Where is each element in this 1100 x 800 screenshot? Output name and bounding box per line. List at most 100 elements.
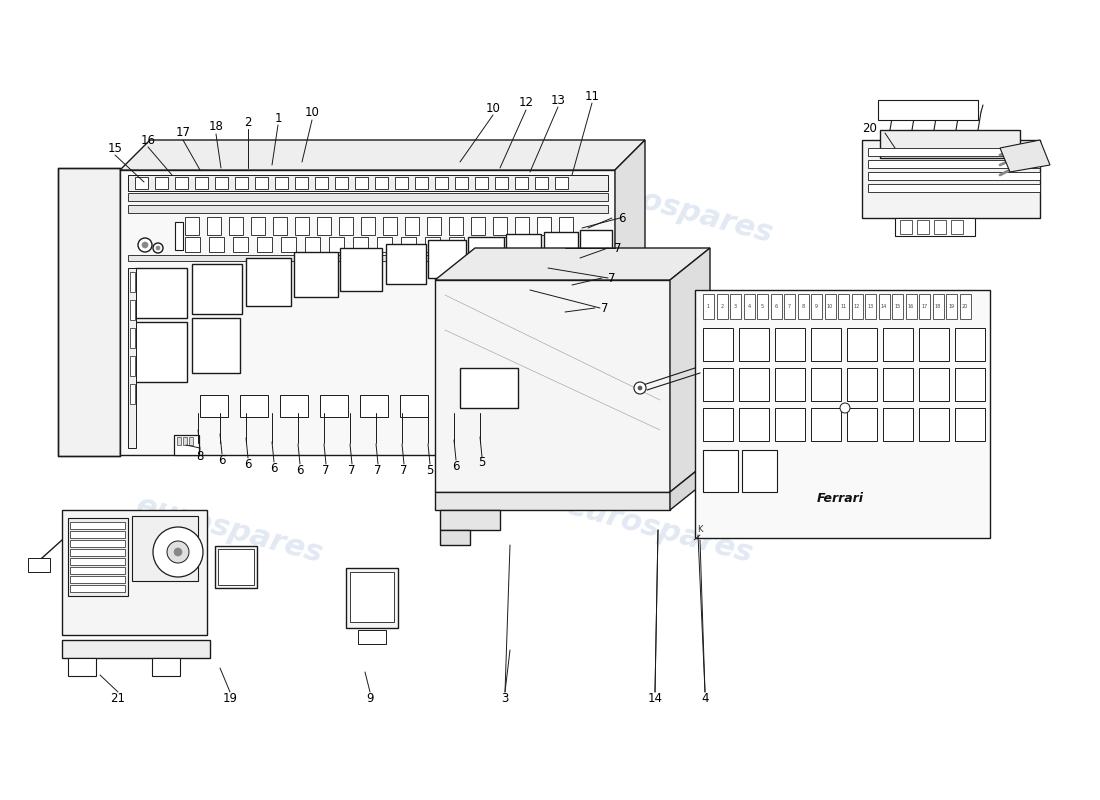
Bar: [895, 218, 975, 236]
Circle shape: [138, 238, 152, 252]
Bar: [358, 630, 386, 644]
Bar: [70, 540, 125, 547]
Bar: [879, 294, 890, 319]
Bar: [955, 408, 984, 441]
Bar: [739, 408, 769, 441]
Circle shape: [153, 527, 204, 577]
Text: 6: 6: [618, 211, 626, 225]
Bar: [742, 450, 777, 492]
Bar: [892, 294, 903, 319]
Bar: [952, 220, 962, 234]
Bar: [130, 356, 135, 376]
Bar: [716, 294, 727, 319]
Bar: [868, 148, 1040, 156]
Bar: [880, 130, 1020, 158]
Text: 11: 11: [584, 90, 600, 102]
Bar: [847, 328, 877, 361]
Bar: [402, 237, 416, 252]
Bar: [449, 237, 464, 252]
Bar: [132, 516, 198, 581]
Circle shape: [638, 386, 642, 390]
Polygon shape: [440, 510, 500, 530]
Bar: [811, 294, 822, 319]
Text: 20: 20: [961, 303, 968, 309]
Text: 7: 7: [788, 303, 791, 309]
Text: 7: 7: [322, 463, 330, 477]
Polygon shape: [120, 170, 615, 455]
Bar: [233, 237, 248, 252]
Bar: [305, 237, 320, 252]
Bar: [128, 175, 608, 191]
Bar: [386, 244, 426, 284]
Bar: [900, 220, 912, 234]
Bar: [959, 294, 970, 319]
Bar: [295, 217, 309, 235]
Bar: [70, 549, 125, 556]
Bar: [703, 408, 733, 441]
Bar: [246, 258, 292, 306]
Bar: [383, 217, 397, 235]
Bar: [192, 318, 240, 373]
Bar: [537, 217, 551, 235]
Bar: [360, 395, 388, 417]
Bar: [730, 294, 741, 319]
Text: 8: 8: [196, 450, 204, 462]
Bar: [955, 328, 984, 361]
Text: 2: 2: [720, 303, 724, 309]
Text: 16: 16: [141, 134, 155, 146]
Bar: [703, 328, 733, 361]
Bar: [868, 184, 1040, 192]
Bar: [280, 237, 296, 252]
Bar: [917, 220, 930, 234]
Bar: [883, 368, 913, 401]
Text: 15: 15: [108, 142, 122, 154]
Text: 17: 17: [922, 303, 927, 309]
Circle shape: [840, 403, 850, 413]
Text: 12: 12: [518, 97, 534, 110]
Bar: [130, 384, 135, 404]
Bar: [455, 177, 468, 189]
Text: 9: 9: [815, 303, 818, 309]
Bar: [395, 177, 408, 189]
Circle shape: [153, 243, 163, 253]
Bar: [255, 177, 268, 189]
Text: 18: 18: [209, 121, 223, 134]
Bar: [811, 328, 842, 361]
Bar: [128, 193, 608, 201]
Bar: [214, 177, 228, 189]
Bar: [214, 546, 257, 588]
Text: 14: 14: [648, 691, 662, 705]
Bar: [918, 328, 949, 361]
Bar: [135, 322, 187, 382]
Text: 10: 10: [305, 106, 319, 119]
Bar: [235, 177, 248, 189]
Circle shape: [142, 242, 148, 248]
Bar: [68, 658, 96, 676]
Bar: [703, 368, 733, 401]
Text: 6: 6: [271, 462, 277, 474]
Text: 19: 19: [948, 303, 955, 309]
Text: 1: 1: [274, 111, 282, 125]
Bar: [229, 217, 243, 235]
Bar: [515, 177, 528, 189]
Text: 7: 7: [614, 242, 622, 254]
Bar: [207, 217, 221, 235]
Text: 19: 19: [222, 691, 238, 705]
Bar: [28, 558, 50, 572]
Text: 2: 2: [244, 115, 252, 129]
Bar: [152, 658, 180, 676]
Bar: [473, 237, 488, 252]
Text: 5: 5: [427, 463, 433, 477]
Text: 5: 5: [761, 303, 764, 309]
Text: eurospares: eurospares: [563, 491, 757, 569]
Bar: [776, 368, 805, 401]
Polygon shape: [434, 492, 670, 510]
Text: 14: 14: [881, 303, 887, 309]
Bar: [544, 237, 560, 252]
Bar: [556, 177, 568, 189]
Bar: [209, 237, 224, 252]
Bar: [251, 217, 265, 235]
Bar: [475, 177, 488, 189]
Bar: [58, 168, 120, 456]
Bar: [350, 572, 394, 622]
